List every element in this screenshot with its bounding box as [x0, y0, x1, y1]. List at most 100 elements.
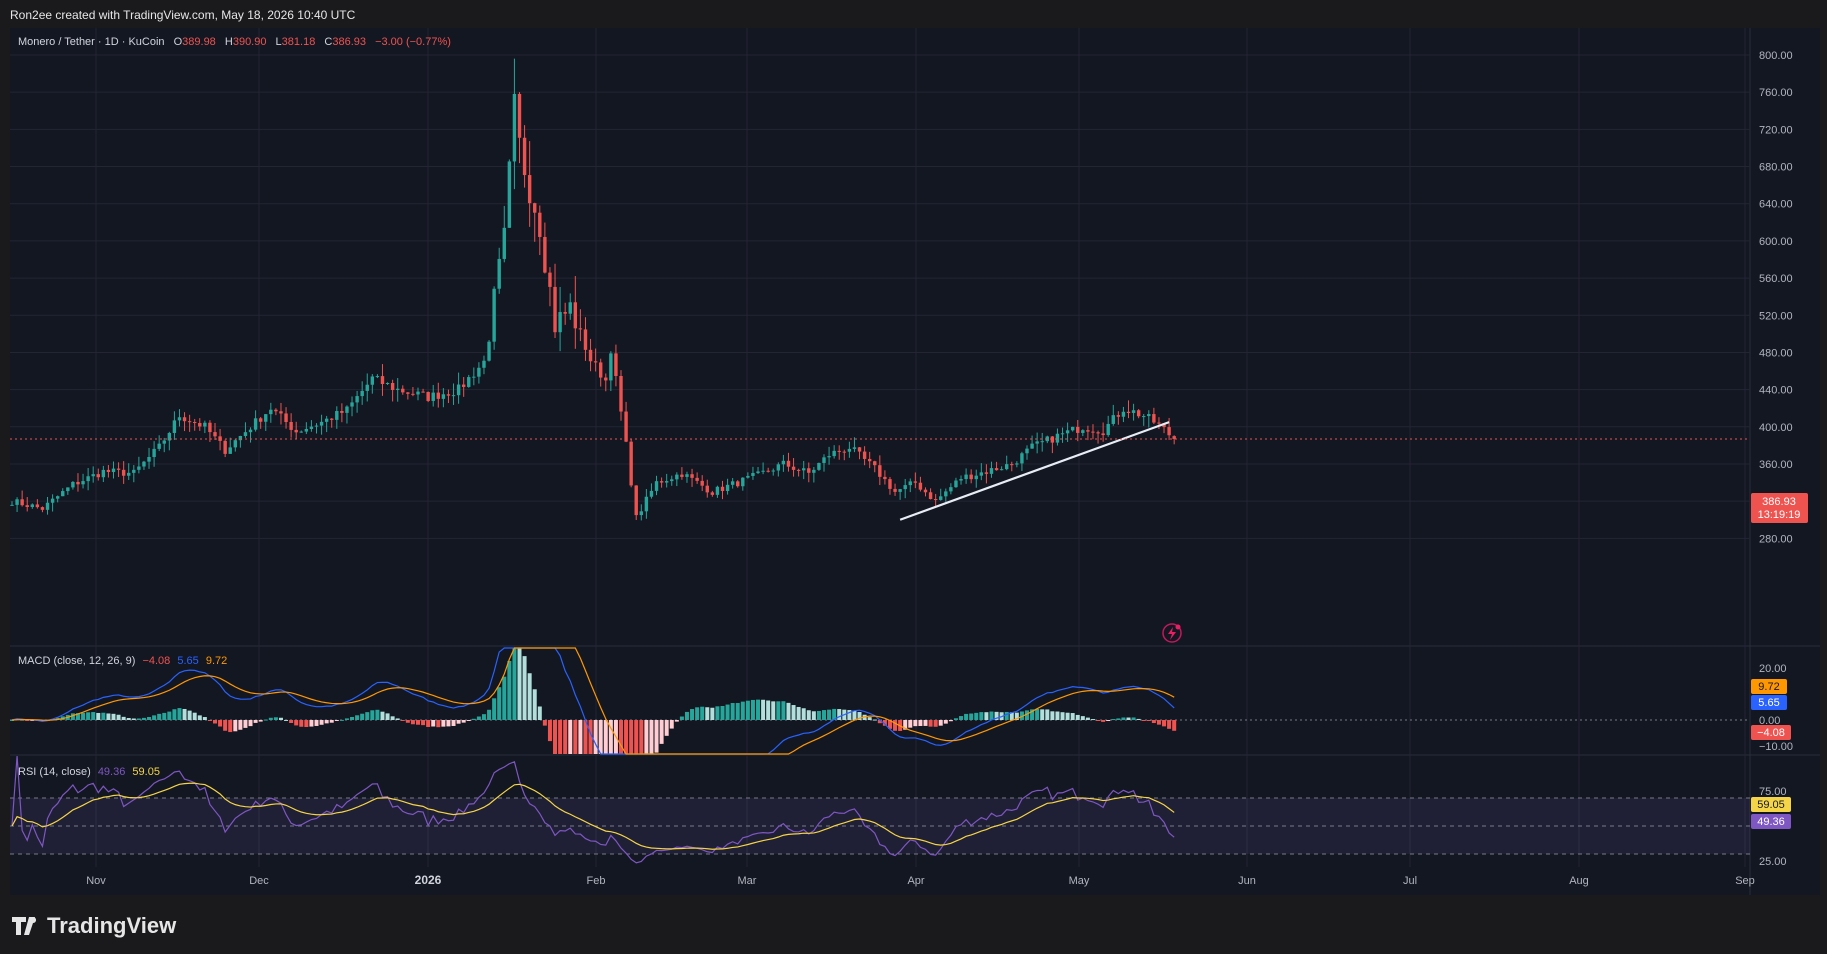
- candle[interactable]: [553, 263, 557, 339]
- candle[interactable]: [167, 431, 172, 451]
- candle[interactable]: [482, 355, 486, 375]
- candle[interactable]: [999, 466, 1004, 471]
- candle[interactable]: [380, 364, 385, 396]
- candle[interactable]: [898, 488, 902, 500]
- candle[interactable]: [725, 478, 730, 495]
- candle[interactable]: [1086, 425, 1090, 441]
- candle[interactable]: [558, 287, 562, 352]
- candle[interactable]: [502, 205, 506, 263]
- candle[interactable]: [817, 462, 821, 471]
- candle[interactable]: [959, 475, 963, 485]
- candle[interactable]: [517, 92, 522, 164]
- macd-line[interactable]: [11, 647, 1175, 755]
- candle[interactable]: [157, 435, 161, 452]
- candle[interactable]: [76, 473, 80, 492]
- candle[interactable]: [710, 490, 715, 497]
- candle[interactable]: [1076, 419, 1080, 442]
- candle[interactable]: [670, 475, 674, 486]
- candle[interactable]: [791, 458, 796, 477]
- candle[interactable]: [1045, 435, 1049, 444]
- candle[interactable]: [634, 485, 638, 520]
- candle[interactable]: [1121, 406, 1126, 423]
- candle[interactable]: [324, 415, 329, 433]
- candle[interactable]: [873, 460, 877, 473]
- candle[interactable]: [969, 469, 973, 484]
- candle[interactable]: [1065, 422, 1070, 442]
- candle[interactable]: [340, 403, 344, 423]
- candle[interactable]: [1020, 451, 1024, 472]
- candle[interactable]: [269, 402, 273, 423]
- candle[interactable]: [847, 441, 852, 458]
- candle[interactable]: [796, 468, 801, 477]
- candle[interactable]: [538, 205, 542, 256]
- candle[interactable]: [994, 461, 999, 471]
- candle[interactable]: [101, 465, 106, 483]
- candle[interactable]: [1091, 424, 1095, 440]
- candle[interactable]: [1005, 455, 1009, 471]
- rsi-ma-line[interactable]: [11, 782, 1175, 850]
- candle[interactable]: [319, 414, 324, 435]
- candle[interactable]: [132, 465, 136, 483]
- candle[interactable]: [228, 437, 232, 454]
- candle[interactable]: [370, 374, 375, 394]
- candle[interactable]: [852, 437, 857, 453]
- candle[interactable]: [1147, 410, 1151, 428]
- candle[interactable]: [172, 411, 177, 440]
- candle[interactable]: [477, 362, 481, 384]
- candle[interactable]: [61, 488, 65, 497]
- candle[interactable]: [309, 420, 314, 432]
- candle[interactable]: [842, 449, 846, 461]
- candle[interactable]: [182, 412, 187, 432]
- candle[interactable]: [685, 471, 689, 483]
- candle[interactable]: [741, 477, 745, 491]
- candle[interactable]: [456, 372, 461, 404]
- candle[interactable]: [20, 490, 24, 507]
- candle[interactable]: [1172, 435, 1176, 445]
- candle[interactable]: [644, 489, 649, 519]
- candle[interactable]: [385, 382, 390, 385]
- candle[interactable]: [903, 478, 907, 499]
- candle[interactable]: [426, 391, 430, 403]
- candle[interactable]: [918, 476, 923, 492]
- candle[interactable]: [1050, 436, 1055, 454]
- main-pane[interactable]: [10, 28, 1750, 646]
- candle[interactable]: [223, 439, 227, 458]
- candle[interactable]: [527, 141, 532, 227]
- candle[interactable]: [588, 338, 593, 372]
- candle[interactable]: [461, 377, 466, 397]
- candle[interactable]: [274, 408, 278, 416]
- candle[interactable]: [832, 445, 836, 459]
- macd-legend[interactable]: MACD (close, 12, 26, 9) −4.08 5.65 9.72: [18, 655, 227, 667]
- candle[interactable]: [492, 286, 496, 350]
- candle[interactable]: [1167, 417, 1171, 440]
- candle[interactable]: [533, 202, 537, 242]
- candle[interactable]: [599, 358, 603, 387]
- candle[interactable]: [908, 478, 912, 493]
- candle[interactable]: [543, 222, 547, 274]
- candle[interactable]: [86, 467, 90, 491]
- candle[interactable]: [1157, 417, 1161, 430]
- candle[interactable]: [416, 387, 420, 401]
- candle[interactable]: [700, 475, 704, 492]
- candle[interactable]: [512, 58, 517, 190]
- candle[interactable]: [1136, 409, 1141, 419]
- candle[interactable]: [736, 480, 740, 488]
- candle[interactable]: [913, 472, 918, 489]
- candle[interactable]: [1142, 413, 1146, 426]
- candle[interactable]: [208, 420, 212, 442]
- candle[interactable]: [30, 503, 34, 509]
- candle[interactable]: [401, 385, 405, 395]
- candle[interactable]: [50, 494, 55, 512]
- candle[interactable]: [939, 488, 943, 501]
- candle[interactable]: [10, 501, 14, 506]
- candle[interactable]: [137, 456, 141, 474]
- candle[interactable]: [807, 462, 811, 483]
- candle[interactable]: [867, 451, 872, 469]
- candle[interactable]: [213, 423, 217, 441]
- candle[interactable]: [563, 302, 567, 325]
- candle[interactable]: [142, 460, 146, 470]
- candle[interactable]: [761, 462, 765, 475]
- candle[interactable]: [284, 407, 288, 429]
- candle[interactable]: [431, 384, 435, 407]
